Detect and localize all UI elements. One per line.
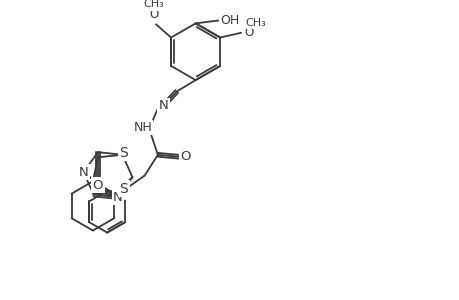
Text: S: S	[119, 182, 128, 196]
Text: N: N	[78, 166, 88, 178]
Text: S: S	[119, 146, 128, 160]
Text: O: O	[179, 150, 190, 163]
Text: O: O	[243, 26, 253, 39]
Text: CH₃: CH₃	[245, 18, 266, 28]
Text: N: N	[158, 99, 168, 112]
Text: NH: NH	[133, 121, 152, 134]
Text: O: O	[149, 8, 158, 21]
Text: CH₃: CH₃	[143, 0, 164, 9]
Text: O: O	[93, 179, 103, 192]
Text: OH: OH	[219, 14, 239, 27]
Text: N: N	[113, 190, 123, 204]
